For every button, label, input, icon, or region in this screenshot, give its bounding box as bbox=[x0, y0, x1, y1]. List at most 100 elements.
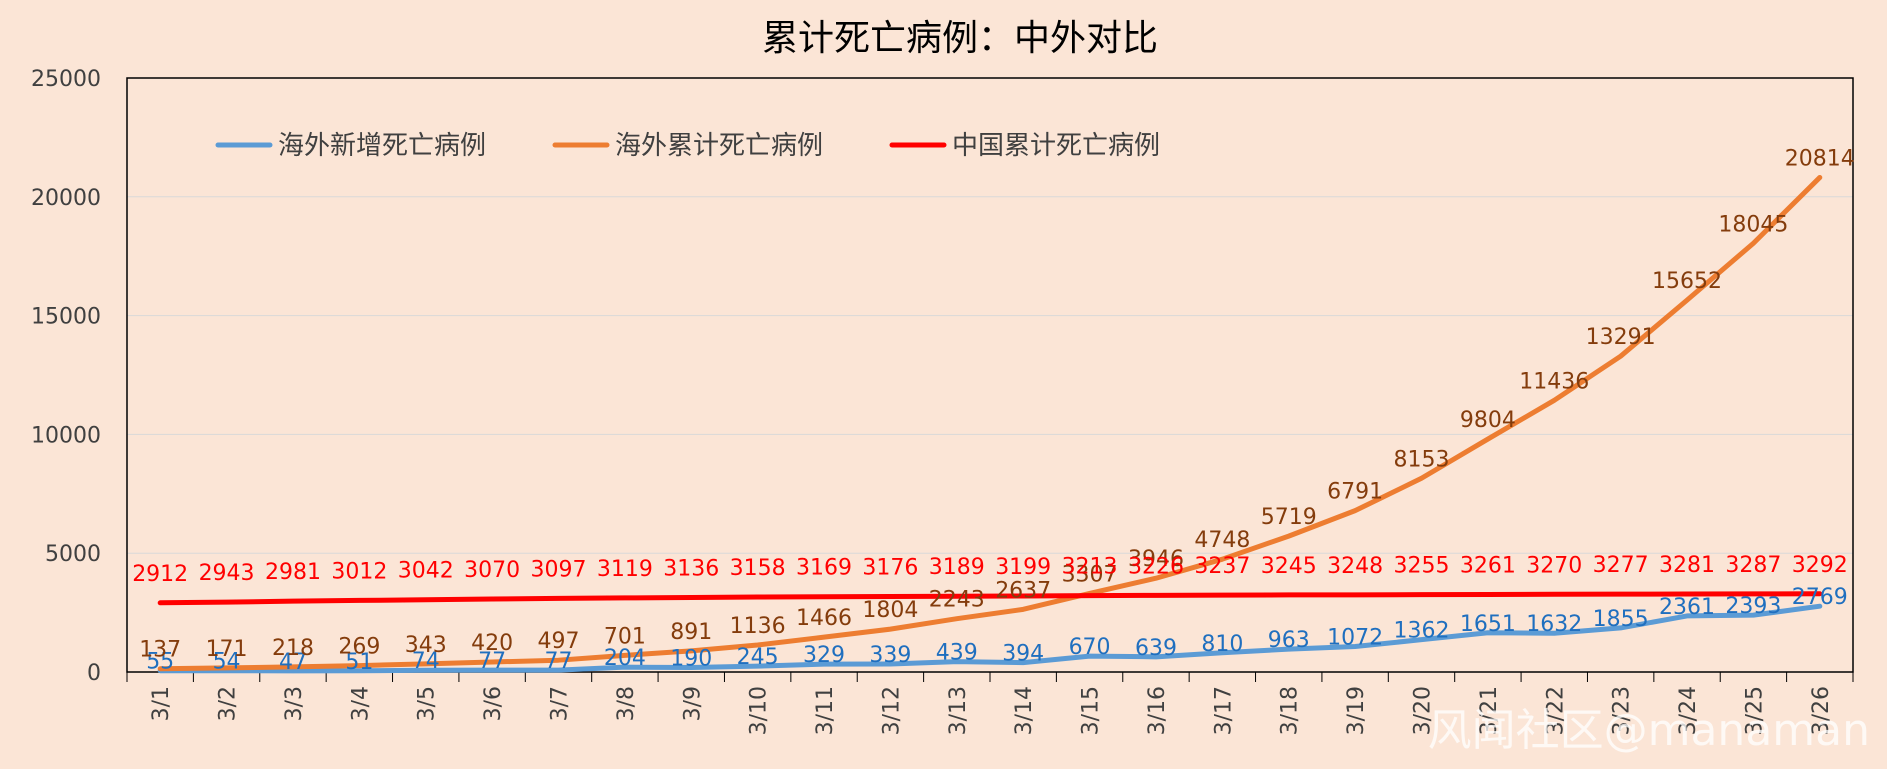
data-label: 3189 bbox=[929, 555, 985, 580]
data-label: 1804 bbox=[862, 598, 918, 623]
data-label: 3946 bbox=[1128, 547, 1184, 572]
data-label: 3255 bbox=[1394, 554, 1450, 579]
axes: 0 5000 10000 15000 20000 25000 3/1 3/2 3/3 3/4 3/5… bbox=[31, 67, 1854, 735]
data-label: 1632 bbox=[1526, 612, 1582, 637]
data-label: 4748 bbox=[1194, 528, 1250, 553]
data-label: 2769 bbox=[1792, 585, 1848, 610]
x-tick-label: 3/4 bbox=[348, 686, 373, 721]
data-label: 54 bbox=[213, 650, 241, 675]
x-tick-label: 3/13 bbox=[946, 686, 971, 735]
x-tick-label: 3/10 bbox=[747, 686, 772, 735]
data-label: 1362 bbox=[1394, 619, 1450, 644]
data-label: 3261 bbox=[1460, 554, 1516, 579]
y-tick-label: 15000 bbox=[31, 305, 101, 330]
data-label: 343 bbox=[405, 633, 447, 658]
watermark: 风闻社区@manaman bbox=[1428, 705, 1870, 756]
data-label: 190 bbox=[670, 646, 712, 671]
data-label: 11436 bbox=[1519, 369, 1589, 394]
x-tick-label: 3/8 bbox=[614, 686, 639, 721]
legend-entry: 中国累计死亡病例 bbox=[952, 131, 1160, 161]
data-label: 15652 bbox=[1652, 269, 1722, 294]
data-label: 20814 bbox=[1785, 146, 1855, 171]
data-label: 2243 bbox=[929, 588, 985, 613]
data-label: 3281 bbox=[1659, 553, 1715, 578]
y-tick-label: 0 bbox=[87, 661, 101, 686]
data-label: 701 bbox=[604, 624, 646, 649]
data-label: 670 bbox=[1069, 635, 1111, 660]
legend: 海外新增死亡病例 海外累计死亡病例 中国累计死亡病例 bbox=[215, 131, 1160, 161]
legend-entry: 海外新增死亡病例 bbox=[278, 131, 486, 161]
data-label: 5719 bbox=[1261, 505, 1317, 530]
data-label: 497 bbox=[538, 629, 580, 654]
x-tick-label: 3/20 bbox=[1411, 686, 1436, 735]
data-label: 394 bbox=[1002, 642, 1044, 667]
chart-title: 累计死亡病例：中外对比 bbox=[762, 18, 1158, 59]
data-label: 51 bbox=[345, 650, 373, 675]
data-label: 2361 bbox=[1659, 595, 1715, 620]
x-tick-label: 3/1 bbox=[149, 686, 174, 721]
data-label: 13291 bbox=[1586, 325, 1656, 350]
data-label: 204 bbox=[604, 646, 646, 671]
series-line-2 bbox=[157, 174, 1823, 672]
data-label: 3270 bbox=[1526, 553, 1582, 578]
x-tick-label: 3/17 bbox=[1211, 686, 1236, 735]
data-label: 1651 bbox=[1460, 612, 1516, 637]
x-tick-label: 3/23 bbox=[1610, 686, 1635, 735]
data-label: 3307 bbox=[1062, 562, 1118, 587]
x-tick-label: 3/21 bbox=[1477, 686, 1502, 735]
data-label: 3277 bbox=[1593, 553, 1649, 578]
x-tick-label: 3/22 bbox=[1543, 686, 1568, 735]
x-tick-label: 3/18 bbox=[1278, 686, 1303, 735]
data-label: 1466 bbox=[796, 606, 852, 631]
x-tick-label: 3/14 bbox=[1012, 686, 1037, 735]
x-tick-label: 3/24 bbox=[1676, 686, 1701, 735]
data-label: 3136 bbox=[663, 556, 719, 581]
data-label: 3248 bbox=[1327, 554, 1383, 579]
series-lines bbox=[157, 174, 1823, 674]
data-label: 3070 bbox=[464, 558, 520, 583]
data-label: 137 bbox=[139, 638, 181, 663]
data-label: 77 bbox=[478, 649, 506, 674]
data-label: 420 bbox=[471, 631, 513, 656]
data-label: 1136 bbox=[730, 614, 786, 639]
data-label: 3245 bbox=[1261, 554, 1317, 579]
x-tick-label: 3/12 bbox=[879, 686, 904, 735]
y-tick-label: 25000 bbox=[31, 67, 101, 92]
data-label: 810 bbox=[1201, 632, 1243, 657]
data-label: 245 bbox=[737, 645, 779, 670]
data-label: 77 bbox=[545, 649, 573, 674]
x-tick-label: 3/15 bbox=[1079, 686, 1104, 735]
data-label: 3237 bbox=[1194, 554, 1250, 579]
data-label: 2981 bbox=[265, 560, 321, 585]
data-label: 3097 bbox=[531, 557, 587, 582]
data-label: 2637 bbox=[995, 578, 1051, 603]
x-tick-label: 3/25 bbox=[1742, 686, 1767, 735]
data-label: 3226 bbox=[1128, 554, 1184, 579]
data-label: 963 bbox=[1268, 628, 1310, 653]
x-tick-label: 3/26 bbox=[1809, 686, 1834, 735]
data-label: 3119 bbox=[597, 557, 653, 582]
y-tick-label: 5000 bbox=[45, 542, 101, 567]
x-tick-label: 3/2 bbox=[216, 686, 241, 721]
data-label: 1855 bbox=[1593, 607, 1649, 632]
data-label: 9804 bbox=[1460, 408, 1516, 433]
data-label: 171 bbox=[206, 637, 248, 662]
y-tick-label: 10000 bbox=[31, 423, 101, 448]
x-tick-label: 3/5 bbox=[415, 686, 440, 721]
data-label: 2912 bbox=[132, 562, 188, 587]
series-line-1 bbox=[157, 603, 1823, 674]
data-label: 6791 bbox=[1327, 480, 1383, 505]
data-label: 3042 bbox=[398, 559, 454, 584]
x-tick-label: 3/3 bbox=[282, 686, 307, 721]
x-tick-label: 3/7 bbox=[548, 686, 573, 721]
data-label: 269 bbox=[338, 635, 380, 660]
x-tick-label: 3/16 bbox=[1145, 686, 1170, 735]
data-label: 3213 bbox=[1062, 555, 1118, 580]
data-label: 3169 bbox=[796, 556, 852, 581]
data-label: 8153 bbox=[1394, 447, 1450, 472]
data-label: 47 bbox=[279, 650, 307, 675]
data-label: 55 bbox=[146, 650, 174, 675]
data-label: 1072 bbox=[1327, 626, 1383, 651]
